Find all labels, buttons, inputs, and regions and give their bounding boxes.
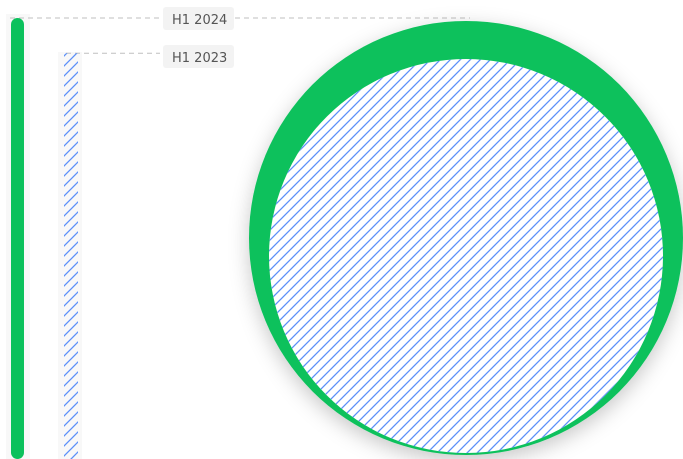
label-h1-2023: H1 2023	[163, 45, 234, 68]
bar-h1-2023[interactable]	[64, 53, 78, 459]
svg-text:H1 2023: H1 2023	[172, 51, 227, 66]
bar-h1-2024[interactable]	[11, 18, 24, 459]
svg-text:H1 2024: H1 2024	[172, 13, 227, 28]
label-h1-2024: H1 2024	[163, 7, 234, 30]
circle-h1-2023[interactable]	[269, 59, 663, 453]
